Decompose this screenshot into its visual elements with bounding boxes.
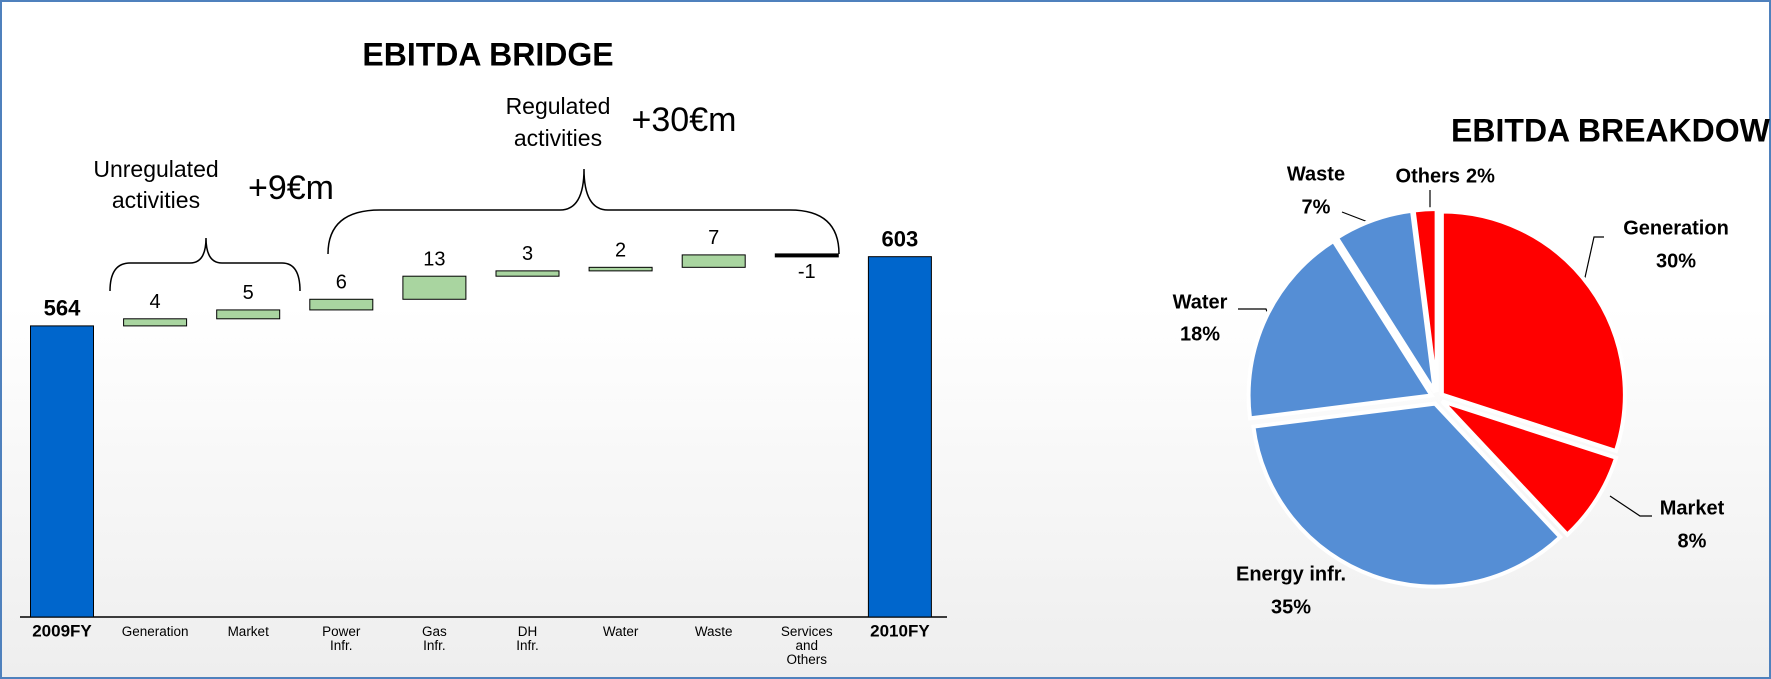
breakdown-title: EBITDA BREAKDOWN xyxy=(1451,112,1771,148)
slice-label: 8% xyxy=(1678,530,1707,552)
x-tick-label: 2010FY xyxy=(870,621,930,640)
slice-name: Energy infr. xyxy=(1236,563,1346,585)
value-label: 564 xyxy=(44,296,81,321)
pie-slice xyxy=(1251,401,1564,589)
delta-bar xyxy=(123,318,188,327)
slice-label: 2% xyxy=(1466,165,1495,187)
x-tick-label: Services and Others xyxy=(781,624,833,667)
x-tick-label: DH Infr. xyxy=(516,624,539,653)
value-label: 7 xyxy=(708,227,719,249)
slice-name: Waste xyxy=(1287,163,1345,185)
leader xyxy=(1583,236,1604,283)
slice-name: Others xyxy=(1396,165,1460,187)
value-label: 4 xyxy=(150,291,161,313)
value-label: 6 xyxy=(336,272,347,294)
slice-label: 7% xyxy=(1302,196,1331,218)
x-tick-label: Waste xyxy=(695,624,733,639)
slice-label: 30% xyxy=(1656,250,1696,272)
value-label: 3 xyxy=(522,243,533,265)
bridge-title: EBITDA BRIDGE xyxy=(362,36,613,72)
slice-name: Market xyxy=(1660,497,1725,519)
x-tick-label: Generation xyxy=(122,624,189,639)
value-label: 603 xyxy=(882,226,919,251)
x-tick-label: Market xyxy=(228,624,270,639)
value-label: 2 xyxy=(615,240,626,262)
pie-slice xyxy=(1411,207,1439,393)
leader xyxy=(1609,495,1652,517)
pie-slice xyxy=(1440,399,1619,538)
pie-slice xyxy=(1246,238,1435,421)
brace xyxy=(109,237,301,292)
annotation-value: +30€m xyxy=(632,101,737,139)
x-tick-label: 2009FY xyxy=(32,621,92,640)
brace xyxy=(327,168,840,255)
slice-label: 18% xyxy=(1180,323,1220,345)
x-tick-label: Power Infr. xyxy=(322,624,361,653)
slice-name: Water xyxy=(1173,291,1228,313)
delta-bar xyxy=(216,309,281,320)
delta-bar xyxy=(774,253,839,258)
pie-slice xyxy=(1439,209,1627,454)
slice-label: 35% xyxy=(1271,596,1311,618)
x-tick-label: Water xyxy=(603,624,639,639)
annotation-value: +9€m xyxy=(248,169,334,207)
delta-bar xyxy=(402,275,467,300)
total-bar xyxy=(867,256,932,618)
slice-name: Generation xyxy=(1623,217,1729,239)
value-label: -1 xyxy=(798,261,816,283)
total-bar xyxy=(30,325,94,618)
annotation: Regulated activities xyxy=(506,93,611,151)
leader xyxy=(1341,211,1369,223)
delta-bar xyxy=(495,270,560,277)
delta-bar xyxy=(588,266,653,272)
delta-bar xyxy=(309,298,374,311)
delta-bar xyxy=(681,254,746,268)
annotation: Unregulated activities xyxy=(93,156,218,213)
value-label: 13 xyxy=(423,248,445,270)
value-label: 5 xyxy=(243,282,254,304)
x-tick-label: Gas Infr. xyxy=(422,624,447,653)
